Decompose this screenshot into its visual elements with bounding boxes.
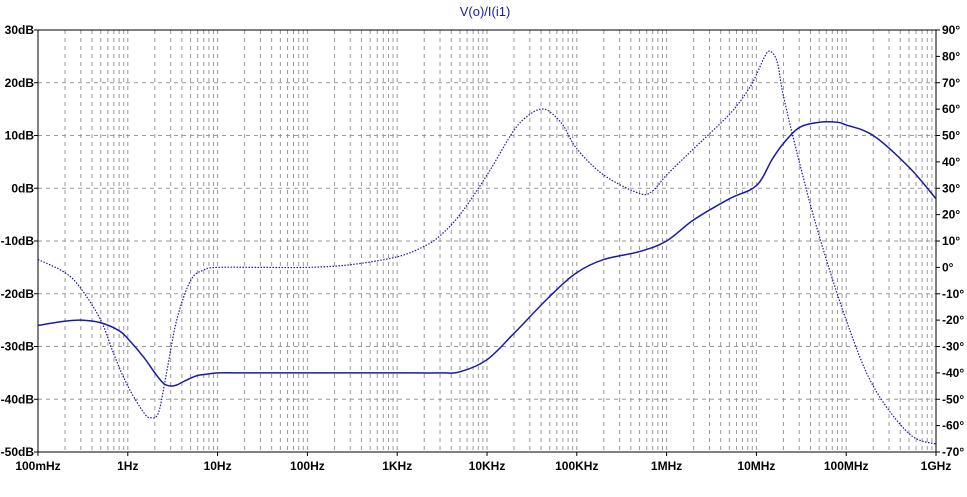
phase-series-line (37, 50, 937, 445)
x-tick-label: 1Hz (117, 459, 138, 473)
y-right-tick-label: -50° (942, 392, 964, 406)
y-right-tick-label: 0° (942, 260, 954, 274)
y-right-tick-label: 10° (942, 234, 960, 248)
y-right-tick-label: 50° (942, 129, 960, 143)
y-right-tick-label: 30° (942, 181, 960, 195)
x-tick-label: 100mHz (15, 459, 60, 473)
y-right-tick-label: -20° (942, 313, 964, 327)
chart-title: V(o)/I(i1) (460, 4, 511, 19)
x-tick-label: 10KHz (469, 459, 506, 473)
y-right-tick-label: 70° (942, 76, 960, 90)
y-left-tick-label: -50dB (1, 445, 35, 459)
x-tick-label: 100KHz (555, 459, 598, 473)
y-right-tick-label: 90° (942, 23, 960, 37)
y-left-tick-label: -10dB (1, 234, 35, 248)
y-left-tick-label: 0dB (11, 181, 34, 195)
magnitude-series-line (37, 121, 937, 387)
y-right-tick-label: -30° (942, 340, 964, 354)
plot-grid (37, 29, 937, 453)
y-left-tick-label: -20dB (1, 287, 35, 301)
x-tick-label: 10MHz (737, 459, 775, 473)
y-right-tick-label: 60° (942, 102, 960, 116)
y-right-tick-label: -40° (942, 366, 964, 380)
y-right-tick-label: -70° (942, 445, 964, 459)
y-left-tick-label: 30dB (5, 23, 35, 37)
y-right-tick-label: 80° (942, 49, 960, 63)
x-tick-label: 100Hz (290, 459, 325, 473)
y-right-tick-label: -60° (942, 419, 964, 433)
y-left-tick-label: 10dB (5, 129, 35, 143)
y-right-tick-label: 40° (942, 155, 960, 169)
x-tick-label: 1KHz (382, 459, 412, 473)
y-right-tick-label: -10° (942, 287, 964, 301)
plot-series (37, 50, 937, 445)
y-left-tick-label: -30dB (1, 340, 35, 354)
x-tick-label: 100MHz (824, 459, 869, 473)
y-left-tick-label: 20dB (5, 76, 35, 90)
x-tick-label: 1MHz (651, 459, 682, 473)
y-left-tick-label: -40dB (1, 392, 35, 406)
x-tick-label: 10Hz (204, 459, 232, 473)
x-tick-label: 1GHz (921, 459, 952, 473)
plot-axes: 100mHz 1Hz 10Hz 100Hz 1KHz 10KHz 100KHz 1MHz 10M… (1, 23, 965, 473)
y-right-tick-label: 20° (942, 208, 960, 222)
